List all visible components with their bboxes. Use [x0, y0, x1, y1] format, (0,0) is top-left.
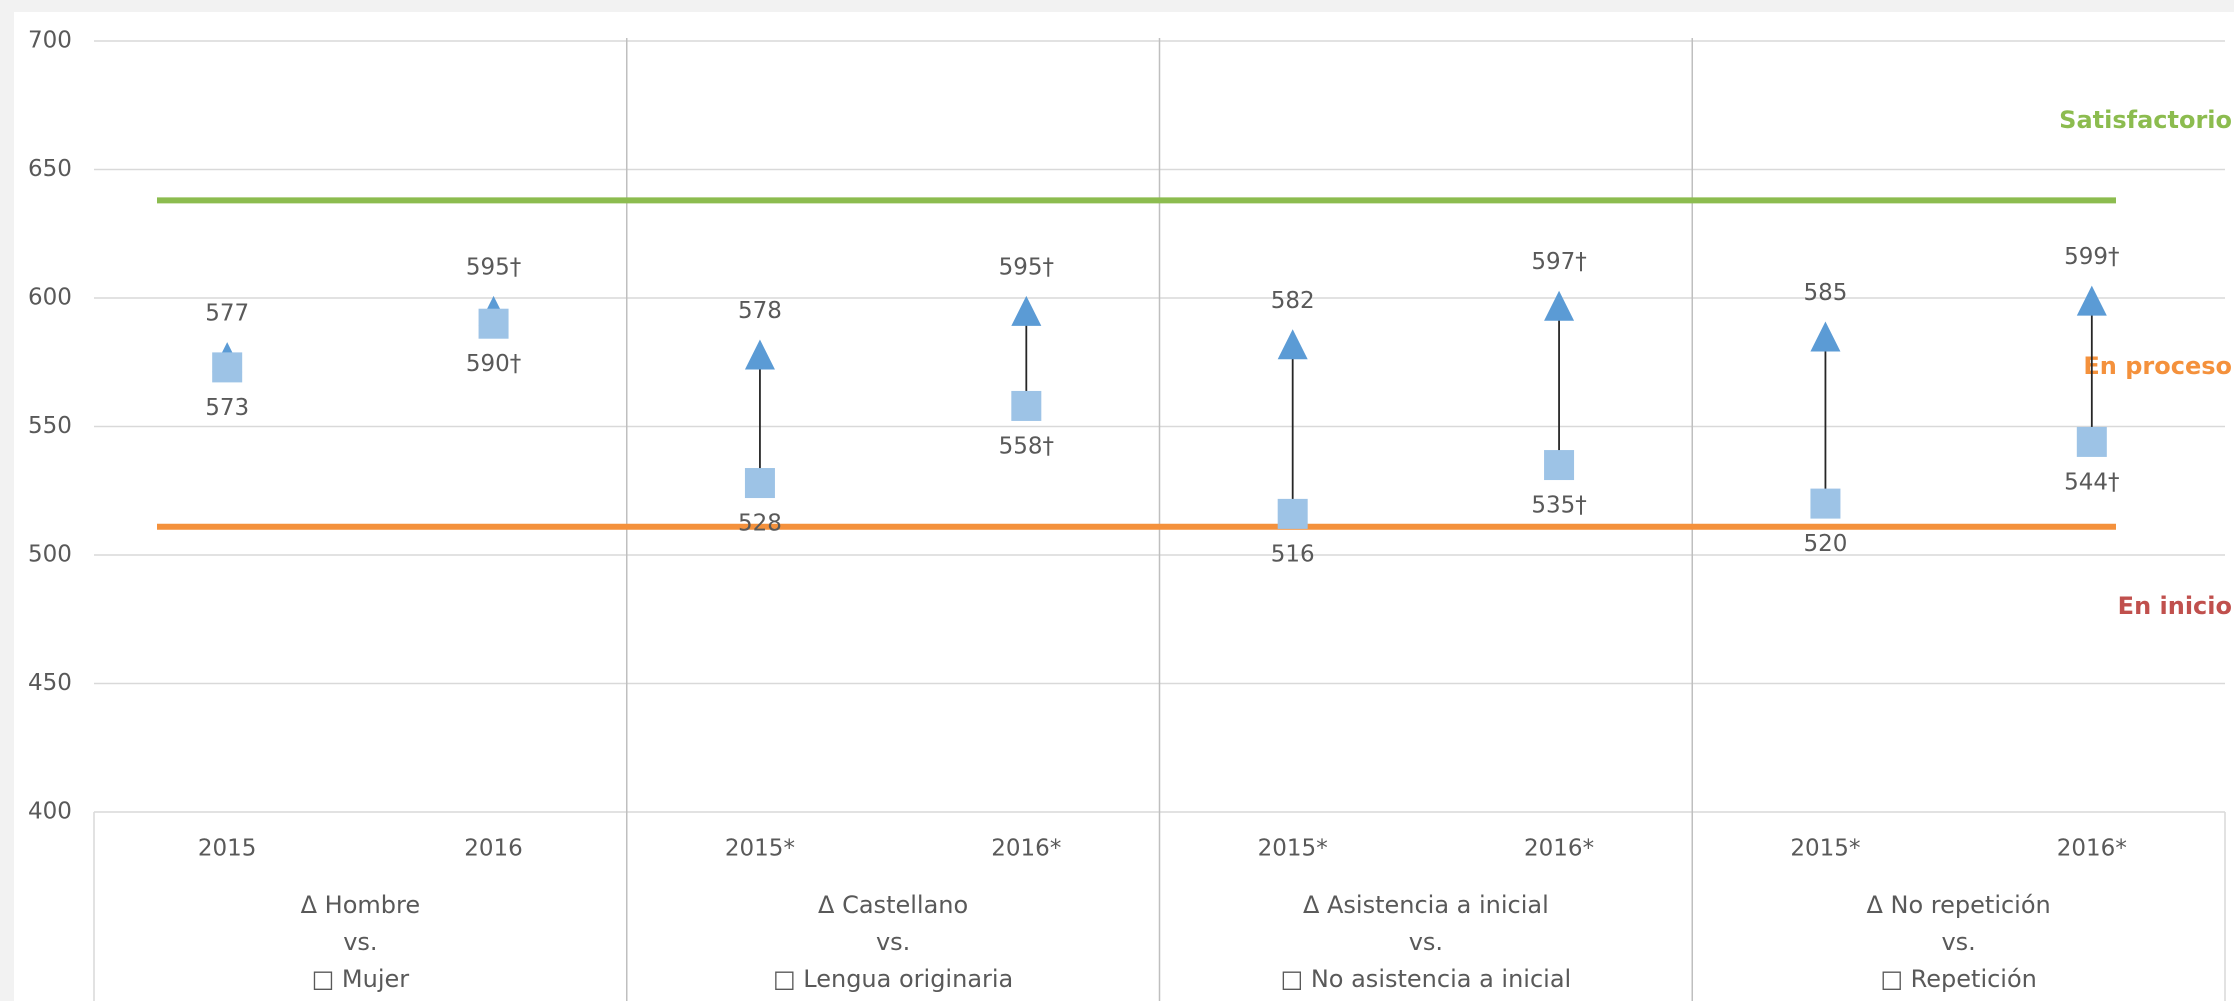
group-label: Δ Castellano: [818, 891, 968, 919]
group-label: Δ Hombre: [301, 891, 421, 919]
y-tick-label: 550: [28, 413, 72, 439]
x-tick-label: 2016*: [1524, 836, 1594, 862]
group-label: Δ No repetición: [1866, 891, 2050, 919]
triangle-marker: [1277, 329, 1308, 360]
value-label: 595†: [466, 254, 521, 280]
triangle-marker: [1544, 290, 1575, 321]
y-tick-label: 400: [28, 799, 72, 825]
value-label: 577: [205, 301, 249, 327]
triangle-marker: [1810, 321, 1841, 352]
value-label: 599†: [2064, 244, 2119, 270]
y-tick-label: 600: [28, 285, 72, 311]
y-tick-label: 450: [28, 670, 72, 696]
value-label: 544†: [2064, 469, 2119, 495]
group-label: vs.: [343, 928, 377, 956]
triangle-marker: [1011, 295, 1042, 326]
value-label: 520: [1803, 531, 1847, 557]
plot-background: [14, 12, 2234, 1001]
triangle-marker: [744, 339, 775, 370]
square-marker: [2076, 426, 2107, 457]
square-marker: [1011, 390, 1042, 421]
value-label: 573: [205, 395, 249, 421]
zone-label: En proceso: [2083, 352, 2232, 380]
group-label: vs.: [1941, 928, 1975, 956]
square-marker: [478, 308, 509, 339]
group-label: □ Lengua originaria: [773, 965, 1013, 993]
group-label: vs.: [1409, 928, 1443, 956]
square-marker: [212, 352, 243, 383]
value-label: 535†: [1531, 493, 1586, 519]
x-tick-label: 2015*: [1790, 836, 1860, 862]
x-tick-label: 2015: [198, 836, 257, 862]
value-label: 516: [1271, 541, 1315, 567]
x-tick-label: 2016*: [991, 836, 1061, 862]
value-label: 578: [738, 298, 782, 324]
x-tick-label: 2016: [464, 836, 523, 862]
group-label: □ Repetición: [1880, 965, 2037, 993]
value-label: 597†: [1531, 249, 1586, 275]
y-tick-label: 500: [28, 542, 72, 568]
square-marker: [1544, 450, 1575, 481]
square-marker: [1810, 488, 1841, 519]
group-label: Δ Asistencia a inicial: [1303, 891, 1549, 919]
value-label: 582: [1271, 288, 1315, 314]
triangle-marker: [2076, 285, 2107, 316]
x-tick-label: 2015*: [725, 836, 795, 862]
square-marker: [744, 468, 775, 499]
square-marker: [1277, 498, 1308, 529]
group-label: vs.: [876, 928, 910, 956]
value-label: 585: [1803, 280, 1847, 306]
value-label: 595†: [999, 254, 1054, 280]
value-label: 558†: [999, 433, 1054, 459]
y-tick-label: 700: [28, 28, 72, 54]
y-tick-label: 650: [28, 156, 72, 182]
group-label: □ Mujer: [312, 965, 410, 993]
zone-label: Satisfactorio: [2059, 106, 2232, 134]
value-label: 528: [738, 511, 782, 537]
zone-label: En inicio: [2118, 592, 2232, 620]
group-label: □ No asistencia a inicial: [1281, 965, 1572, 993]
x-tick-label: 2015*: [1258, 836, 1328, 862]
value-label: 590†: [466, 351, 521, 377]
x-tick-label: 2016*: [2057, 836, 2127, 862]
